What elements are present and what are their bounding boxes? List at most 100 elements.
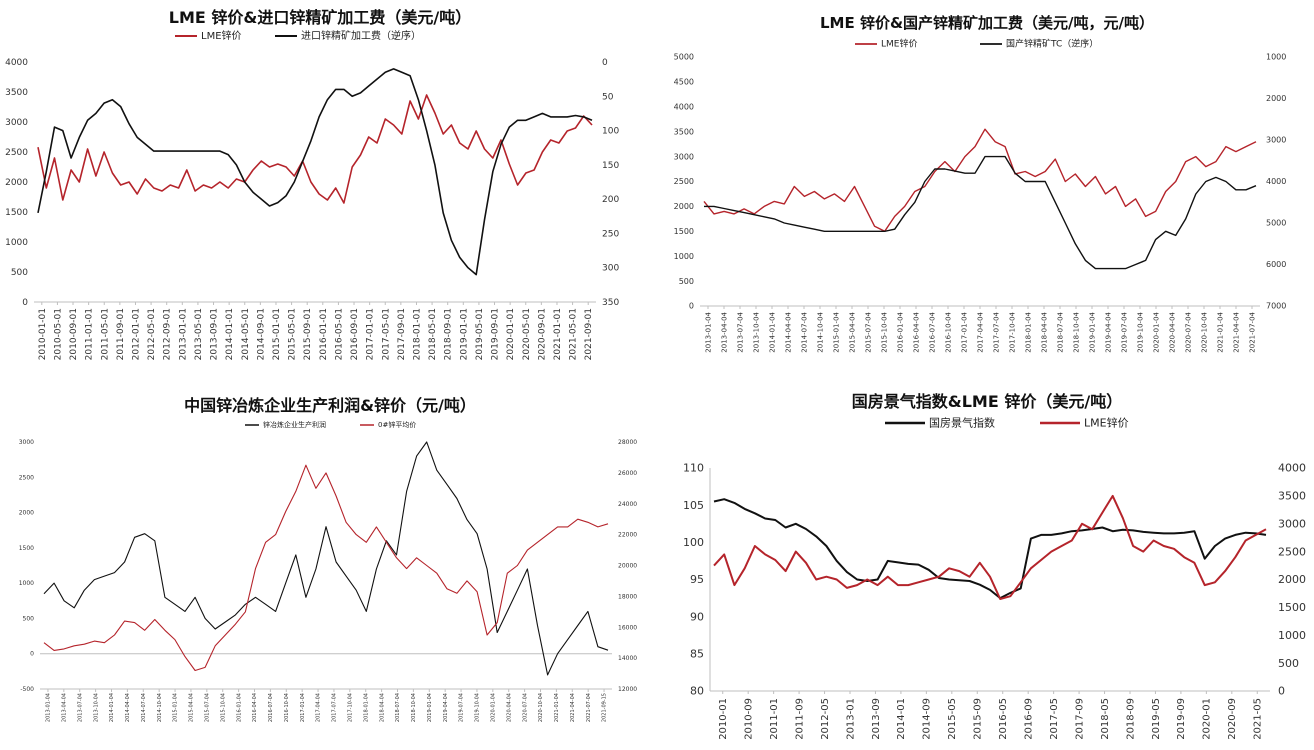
y-right-tick-label: 5000: [1266, 219, 1286, 228]
x-tick-label: 2013-01-01: [178, 308, 188, 360]
x-tick-label: 2013-07-04: [77, 693, 83, 722]
x-tick-label: 2019-09: [1176, 698, 1187, 740]
x-tick-label: 2013-04-04: [720, 311, 728, 352]
x-tick-label: 2014-07-04: [800, 311, 808, 352]
y-right-tick-label: 6000: [1266, 260, 1286, 269]
y-right-tick-label: 3000: [1278, 517, 1306, 530]
y-left-tick-label: 3000: [19, 439, 34, 446]
x-tick-label: 2014-01-01: [225, 308, 235, 360]
x-tick-label: 2017-05: [1049, 698, 1060, 740]
x-tick-label: 2021-05: [1253, 698, 1264, 740]
y-left-tick-label: 85: [690, 648, 704, 661]
x-tick-label: 2020-07-04: [522, 693, 528, 722]
chart-title: LME 锌价&进口锌精矿加工费（美元/吨）: [168, 8, 472, 27]
x-tick-label: 2016-01-01: [319, 308, 329, 360]
y-left-tick-label: 3000: [5, 118, 28, 128]
x-tick-label: 2021-01-04: [554, 693, 560, 722]
x-tick-label: 2021-01-04: [1216, 311, 1224, 352]
y-right-tick-label: 7000: [1266, 302, 1286, 311]
x-tick-label: 2013-05-01: [194, 308, 204, 360]
y-left-tick-label: 2000: [674, 202, 694, 211]
x-tick-label: 2020-09: [1227, 698, 1238, 740]
x-tick-label: 2020-05-01: [522, 308, 532, 360]
y-right-tick-label: 0: [1278, 685, 1285, 698]
y-left-tick-label: 1500: [674, 227, 694, 236]
x-tick-label: 2015-07-04: [864, 311, 872, 352]
x-tick-label: 2016-09: [1024, 698, 1035, 740]
x-tick-label: 2014-01-04: [768, 311, 776, 352]
y-left-tick-label: 110: [683, 462, 704, 475]
y-left-tick-label: 2500: [5, 148, 28, 158]
x-tick-label: 2016-04-04: [252, 693, 258, 722]
y-left-tick-label: 105: [683, 499, 704, 512]
x-tick-label: 2019-01-01: [459, 308, 469, 360]
x-tick-label: 2021-04-04: [570, 693, 576, 722]
x-tick-label: 2020-10-04: [538, 693, 544, 722]
legend-label-1: 锌冶炼企业生产利润: [263, 420, 326, 429]
x-tick-label: 2020-04-04: [1168, 311, 1176, 352]
x-tick-label: 2021-05-01: [569, 308, 579, 360]
x-tick-label: 2017-01-01: [366, 308, 376, 360]
y-left-tick-label: 3500: [674, 127, 694, 136]
x-tick-label: 2018-01-01: [412, 308, 422, 360]
y-left-tick-label: 0: [689, 302, 694, 311]
x-tick-label: 2013-01: [845, 698, 856, 740]
x-tick-label: 2019-01-04: [427, 693, 433, 722]
x-tick-label: 2017-07-04: [332, 693, 338, 722]
x-tick-label: 2017-01-04: [960, 311, 968, 352]
x-tick-label: 2014-09-01: [256, 308, 266, 360]
y-right-tick-label: 26000: [618, 470, 637, 477]
series-line-1: [713, 498, 1267, 600]
x-tick-label: 2018-10-04: [1072, 311, 1080, 352]
chart-panel-housing-index: 国房景气指数&LME 锌价（美元/吨） 80 85 90 95 100 105 110 0 50…: [660, 380, 1314, 750]
x-tick-label: 2015-09: [973, 698, 984, 740]
x-tick-label: 2013-01-04: [46, 693, 52, 722]
y-left-tick-label: 100: [683, 536, 704, 549]
x-tick-label: 2016-05: [998, 698, 1009, 740]
y-right-tick-label: 3500: [1278, 490, 1306, 503]
x-tick-label: 2018-04-04: [1040, 311, 1048, 352]
y-right-tick-label: 22000: [618, 532, 637, 539]
x-tick-label: 2016-07-04: [928, 311, 936, 352]
x-tick-label: 2015-04-04: [848, 311, 856, 352]
x-tick-label: 2012-09-01: [163, 308, 173, 360]
x-tick-label: 2015-05: [947, 698, 958, 740]
x-tick-label: 2017-01-04: [300, 693, 306, 722]
y-left-tick-label: 4000: [674, 102, 694, 111]
chart-panel-lme-import-tc: LME 锌价&进口锌精矿加工费（美元/吨） 0 500 1000 1500 2000 25…: [0, 0, 640, 370]
x-tick-label: 2010-09-01: [69, 308, 79, 360]
y-left-tick-label: 4500: [674, 78, 694, 87]
y-right-tick-label: 4000: [1266, 177, 1286, 186]
chart-panel-smelter-profit: 中国锌冶炼企业生产利润&锌价（元/吨） -500 0 500 1000 1500 2000…: [0, 380, 660, 750]
x-tick-label: 2017-04-04: [976, 311, 984, 352]
x-tick-label: 2010-05-01: [53, 308, 63, 360]
x-tick-label: 2015-05-01: [288, 308, 298, 360]
x-tick-label: 2018-07-04: [1056, 311, 1064, 352]
y-right-tick-label: 350: [602, 298, 619, 308]
x-tick-label: 2015-10-04: [220, 693, 226, 722]
x-tick-label: 2020-07-04: [1184, 311, 1192, 352]
x-tick-label: 2018-05: [1100, 698, 1111, 740]
y-left-tick-label: -500: [20, 686, 34, 693]
x-tick-label: 2021-04-04: [1232, 311, 1240, 352]
y-left-tick-label: 1500: [19, 545, 34, 552]
y-right-tick-label: 0: [602, 58, 608, 68]
y-right-tick-label: 300: [602, 264, 619, 274]
x-tick-label: 2021-09-15: [602, 693, 608, 722]
x-tick-label: 2011-05-01: [100, 308, 110, 360]
x-tick-label: 2012-01-01: [131, 308, 141, 360]
y-left-tick-label: 1500: [5, 208, 28, 218]
x-tick-label: 2018-09-01: [444, 308, 454, 360]
x-tick-label: 2019-07-04: [459, 693, 465, 722]
chart-svg: 80 85 90 95 100 105 110 0 500 1000 1500 2000 2500 300…: [683, 416, 1306, 740]
y-right-tick-label: 1000: [1266, 53, 1286, 62]
y-right-tick-label: 100: [602, 127, 619, 137]
legend-label-1: 国房景气指数: [929, 416, 995, 430]
x-tick-label: 2021-07-04: [1248, 311, 1256, 352]
x-tick-label: 2016-05-01: [334, 308, 344, 360]
y-right-tick-label: 1000: [1278, 629, 1306, 642]
x-tick-label: 2017-07-04: [992, 311, 1000, 352]
series-line-1: [37, 94, 593, 204]
chart-svg: -500 0 500 1000 1500 2000 2500 3000 12000 14000 16…: [19, 420, 638, 722]
x-tick-label: 2015-04-04: [189, 693, 195, 722]
